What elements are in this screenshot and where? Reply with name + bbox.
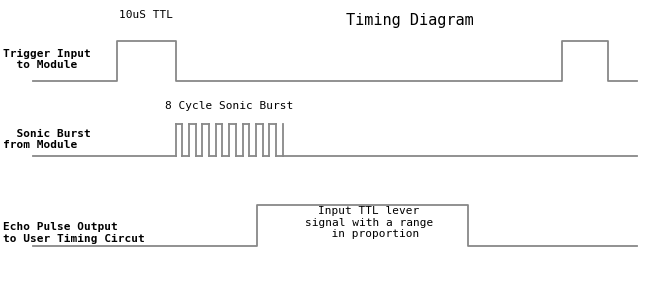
Text: 10uS TTL: 10uS TTL <box>119 10 174 20</box>
Text: Sonic Burst
from Module: Sonic Burst from Module <box>3 129 91 150</box>
Text: Echo Pulse Output
to User Timing Circut: Echo Pulse Output to User Timing Circut <box>3 222 145 244</box>
Text: 8 Cycle Sonic Burst: 8 Cycle Sonic Burst <box>165 101 293 111</box>
Text: Input TTL lever
signal with a range
  in proportion: Input TTL lever signal with a range in p… <box>305 206 433 239</box>
Text: Timing Diagram: Timing Diagram <box>346 13 473 28</box>
Text: Trigger Input
  to Module: Trigger Input to Module <box>3 49 91 70</box>
